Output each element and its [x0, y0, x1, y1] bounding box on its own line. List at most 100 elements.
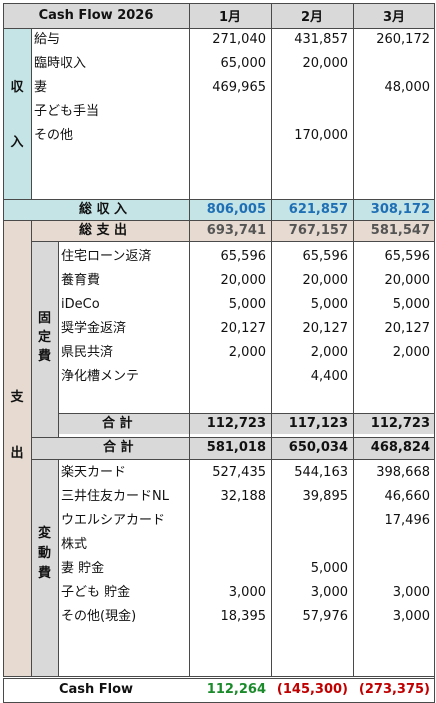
income-row-label[interactable]: 妻 [34, 80, 48, 95]
fixed-row-month-1[interactable] [189, 365, 271, 389]
variable-row-month-3[interactable] [353, 533, 435, 557]
fixed-row-month-1[interactable]: 2,000 [228, 345, 266, 360]
income-row-label[interactable]: その他 [34, 128, 74, 143]
variable-row-label[interactable]: 株式 [61, 537, 88, 552]
variable-subtotal-label[interactable]: 合 計 [103, 440, 134, 455]
expense-total-label[interactable]: 総 支 出 [79, 223, 128, 238]
variable-row-label[interactable]: その他(現金) [61, 609, 137, 624]
variable-row-month-2[interactable]: 5,000 [310, 561, 348, 576]
header-title[interactable]: Cash Flow 2026 [3, 3, 189, 28]
cashflow-label[interactable]: Cash Flow [58, 682, 134, 697]
grid-line [434, 3, 435, 703]
income-row-month-1[interactable]: 65,000 [220, 56, 267, 71]
expense-total-month-1[interactable]: 693,741 [206, 223, 266, 238]
income-row-month-1[interactable]: 271,040 [212, 32, 266, 47]
variable-row-month-3[interactable]: 3,000 [392, 609, 430, 624]
income-row-month-1[interactable]: 469,965 [212, 80, 266, 95]
variable-subtotal-month-2[interactable]: 650,034 [288, 440, 348, 455]
header-month-1[interactable]: 1月 [189, 3, 271, 28]
variable-row-month-3[interactable]: 17,496 [384, 513, 431, 528]
fixed-row-month-2[interactable]: 20,127 [302, 321, 349, 336]
cashflow-month-3[interactable]: (273,375) [358, 682, 430, 697]
cashflow-month-1[interactable]: 112,264 [206, 682, 266, 697]
variable-row-month-2[interactable]: 3,000 [310, 585, 348, 600]
variable-row-label[interactable]: 子ども 貯金 [61, 585, 131, 600]
expense-total-month-3[interactable]: 581,547 [370, 223, 430, 238]
income-row-month-1[interactable] [189, 124, 271, 148]
fixed-row-label[interactable]: 浄化槽メンテ [61, 369, 140, 384]
variable-row-month-1[interactable] [189, 533, 271, 557]
grid-line [353, 3, 354, 677]
fixed-row-label[interactable]: iDeCo [61, 297, 100, 312]
fixed-row-label[interactable]: 県民共済 [61, 345, 114, 360]
fixed-row-label[interactable]: 奨学金返済 [61, 321, 127, 336]
variable-row-month-3[interactable]: 46,660 [384, 489, 431, 504]
income-total-label[interactable]: 総 収 入 [79, 202, 128, 217]
fixed-row-month-2[interactable]: 20,000 [302, 273, 349, 288]
fixed-subtotal-month-3[interactable]: 112,723 [370, 416, 430, 431]
fixed-row-label[interactable]: 養育費 [61, 273, 101, 288]
fixed-subtotal-month-2[interactable]: 117,123 [288, 416, 348, 431]
income-row-month-1[interactable] [189, 100, 271, 124]
variable-row-month-1[interactable] [189, 557, 271, 581]
variable-side-char-2: 動 [37, 545, 51, 561]
variable-row-month-3[interactable]: 3,000 [392, 585, 430, 600]
fixed-row-month-3[interactable]: 2,000 [392, 345, 430, 360]
income-row-label[interactable]: 子ども手当 [34, 104, 100, 119]
fixed-row-month-3[interactable]: 65,596 [384, 249, 431, 264]
header-month-2[interactable]: 2月 [271, 3, 353, 28]
income-row-month-2[interactable]: 431,857 [294, 32, 348, 47]
variable-side-char-3: 費 [37, 565, 51, 581]
income-row-label[interactable]: 臨時収入 [34, 56, 87, 71]
variable-row-month-1[interactable]: 3,000 [228, 585, 266, 600]
fixed-row-month-3[interactable]: 20,127 [384, 321, 431, 336]
fixed-row-month-3[interactable]: 5,000 [392, 297, 430, 312]
income-total-month-1[interactable]: 806,005 [206, 202, 266, 217]
variable-subtotal-month-1[interactable]: 581,018 [206, 440, 266, 455]
variable-row-label[interactable]: 楽天カード [61, 465, 127, 480]
variable-row-month-2[interactable]: 57,976 [302, 609, 349, 624]
variable-row-month-1[interactable]: 32,188 [220, 489, 267, 504]
income-row-month-2[interactable] [271, 100, 353, 124]
fixed-row-month-1[interactable]: 20,000 [220, 273, 267, 288]
fixed-subtotal-month-1[interactable]: 112,723 [206, 416, 266, 431]
variable-row-label[interactable]: 三井住友カードNL [61, 489, 169, 504]
variable-row-month-2[interactable]: 39,895 [302, 489, 349, 504]
variable-row-month-1[interactable]: 527,435 [212, 465, 266, 480]
income-row-month-3[interactable]: 260,172 [376, 32, 430, 47]
variable-subtotal-month-3[interactable]: 468,824 [370, 440, 430, 455]
fixed-row-month-1[interactable]: 20,127 [220, 321, 267, 336]
variable-row-month-2[interactable] [271, 509, 353, 533]
variable-row-month-1[interactable] [189, 509, 271, 533]
fixed-subtotal-label[interactable]: 合 計 [102, 416, 133, 431]
variable-row-month-2[interactable]: 544,163 [294, 465, 348, 480]
income-row-month-3[interactable]: 48,000 [384, 80, 431, 95]
fixed-row-month-2[interactable]: 5,000 [310, 297, 348, 312]
income-row-month-3[interactable] [353, 52, 435, 76]
income-row-month-2[interactable] [271, 76, 353, 100]
fixed-row-month-1[interactable]: 65,596 [220, 249, 267, 264]
fixed-row-label[interactable]: 住宅ローン返済 [61, 249, 152, 264]
variable-row-month-2[interactable] [271, 533, 353, 557]
income-total-month-2[interactable]: 621,857 [288, 202, 348, 217]
fixed-row-month-3[interactable]: 20,000 [384, 273, 431, 288]
variable-row-month-1[interactable]: 18,395 [220, 609, 267, 624]
header-month-3[interactable]: 3月 [353, 3, 435, 28]
fixed-row-month-2[interactable]: 4,400 [310, 369, 348, 384]
fixed-row-month-3[interactable] [353, 365, 435, 389]
income-total-month-3[interactable]: 308,172 [370, 202, 430, 217]
variable-row-label[interactable]: ウエルシアカード [61, 513, 166, 528]
fixed-row-month-2[interactable]: 2,000 [310, 345, 348, 360]
variable-row-month-3[interactable]: 398,668 [376, 465, 430, 480]
cashflow-month-2[interactable]: (145,300) [276, 682, 348, 697]
income-row-month-3[interactable] [353, 100, 435, 124]
income-row-month-3[interactable] [353, 124, 435, 148]
fixed-row-month-2[interactable]: 65,596 [302, 249, 349, 264]
income-row-month-2[interactable]: 20,000 [302, 56, 349, 71]
fixed-row-month-1[interactable]: 5,000 [228, 297, 266, 312]
income-row-label[interactable]: 給与 [34, 32, 61, 47]
variable-row-month-3[interactable] [353, 557, 435, 581]
expense-total-month-2[interactable]: 767,157 [288, 223, 348, 238]
variable-row-label[interactable]: 妻 貯金 [61, 561, 105, 576]
income-row-month-2[interactable]: 170,000 [294, 128, 348, 143]
